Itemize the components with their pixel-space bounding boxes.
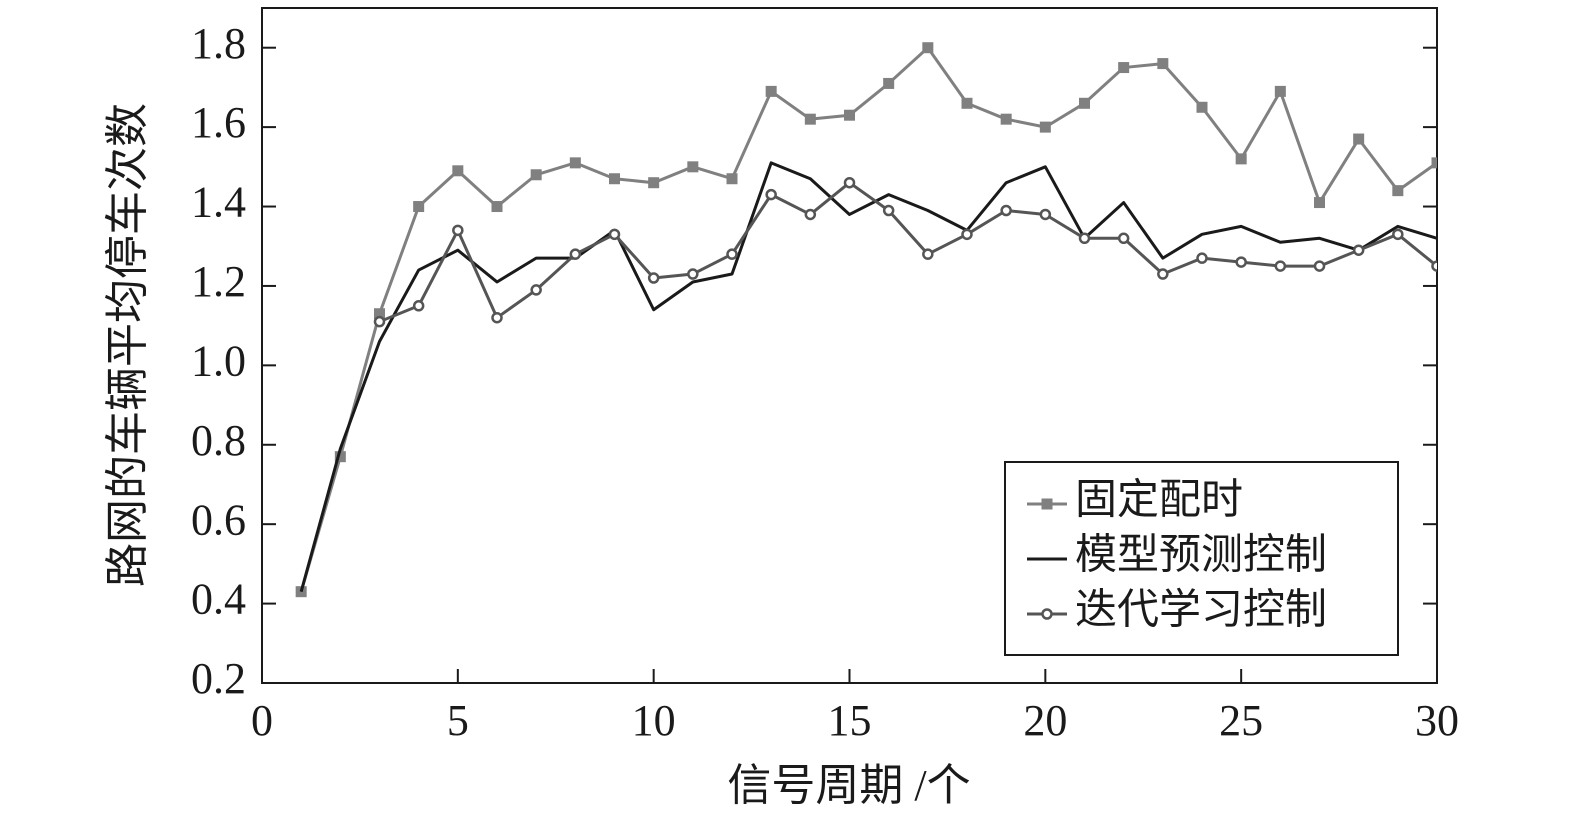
marker-square (726, 173, 738, 185)
x-tick-label: 30 (1415, 696, 1459, 745)
x-tick-label: 25 (1219, 696, 1263, 745)
legend-label: 固定配时 (1075, 477, 1243, 524)
marker-square (1079, 97, 1090, 109)
marker-circle (1117, 232, 1130, 245)
marker-circle (1313, 260, 1326, 272)
marker-square (374, 308, 385, 320)
marker-square (334, 451, 346, 463)
plot-area (295, 42, 1437, 598)
x-tick-label: 10 (632, 696, 676, 745)
y-tick-label: 1.0 (191, 336, 246, 385)
marker-square (1118, 62, 1130, 74)
marker-circle (530, 284, 542, 296)
series-line (299, 46, 1437, 593)
marker-circle (1039, 208, 1052, 221)
marker-square (452, 165, 464, 177)
y-axis-label: 路网的车辆平均停车次数 (103, 103, 152, 587)
marker-square (804, 113, 816, 125)
marker-circle (765, 188, 777, 201)
marker-square (922, 42, 934, 54)
marker-square (491, 201, 503, 213)
marker-square (1274, 85, 1286, 97)
marker-square (1039, 121, 1051, 133)
marker-circle (491, 311, 503, 324)
marker-circle (1235, 256, 1247, 268)
marker-circle (647, 272, 660, 284)
marker-square (883, 77, 895, 89)
marker-circle (1078, 232, 1091, 245)
legend-label: 迭代学习控制 (1075, 587, 1327, 634)
marker-square (413, 201, 425, 213)
legend-marker (1041, 498, 1053, 510)
marker-square (844, 109, 855, 121)
marker-square (687, 161, 699, 173)
x-tick-label: 15 (828, 696, 872, 745)
marker-circle (1000, 204, 1012, 217)
marker-circle (687, 268, 699, 280)
marker-circle (882, 204, 895, 217)
y-tick-label: 1.8 (191, 19, 246, 68)
marker-square (961, 97, 973, 109)
y-tick-label: 0.8 (191, 416, 246, 465)
y-tick-label: 1.6 (191, 98, 246, 147)
legend-marker (1041, 608, 1053, 620)
x-axis-label: 信号周期 /个 (727, 761, 970, 810)
y-tick-label: 1.4 (191, 178, 246, 227)
marker-square (765, 85, 777, 97)
series-line (378, 181, 1437, 324)
marker-circle (843, 176, 856, 189)
marker-square (1353, 133, 1365, 145)
marker-square (1235, 153, 1247, 165)
marker-square (569, 157, 581, 169)
series-line (299, 161, 1437, 593)
x-tick-label: 20 (1023, 696, 1067, 745)
marker-square (530, 169, 542, 181)
legend-box (1004, 461, 1399, 656)
marker-circle (1392, 228, 1404, 241)
marker-circle (608, 228, 621, 241)
marker-square (648, 177, 660, 189)
marker-circle (373, 315, 386, 328)
marker-circle (569, 248, 582, 260)
y-tick-label: 0.4 (191, 575, 246, 624)
marker-circle (1196, 252, 1208, 264)
marker-circle (961, 228, 973, 241)
x-tick-label: 5 (447, 696, 469, 745)
marker-square (1392, 185, 1404, 197)
marker-circle (452, 224, 464, 237)
marker-circle (726, 248, 738, 260)
x-tick-label: 0 (251, 696, 273, 745)
y-tick-label: 0.6 (191, 495, 246, 544)
marker-circle (922, 248, 934, 260)
marker-circle (1352, 244, 1365, 256)
marker-square (1196, 101, 1208, 113)
marker-circle (412, 300, 425, 312)
y-tick-label: 0.2 (191, 654, 246, 703)
legend-label: 模型预测控制 (1075, 533, 1327, 579)
marker-square (1431, 157, 1437, 169)
y-tick-label: 1.2 (191, 257, 246, 306)
marker-circle (1431, 260, 1437, 272)
marker-circle (1274, 260, 1287, 272)
marker-square (1157, 58, 1169, 70)
marker-square (609, 173, 620, 185)
marker-square (1000, 113, 1012, 125)
marker-circle (1157, 268, 1169, 280)
marker-square (1314, 197, 1325, 209)
marker-circle (804, 208, 817, 221)
